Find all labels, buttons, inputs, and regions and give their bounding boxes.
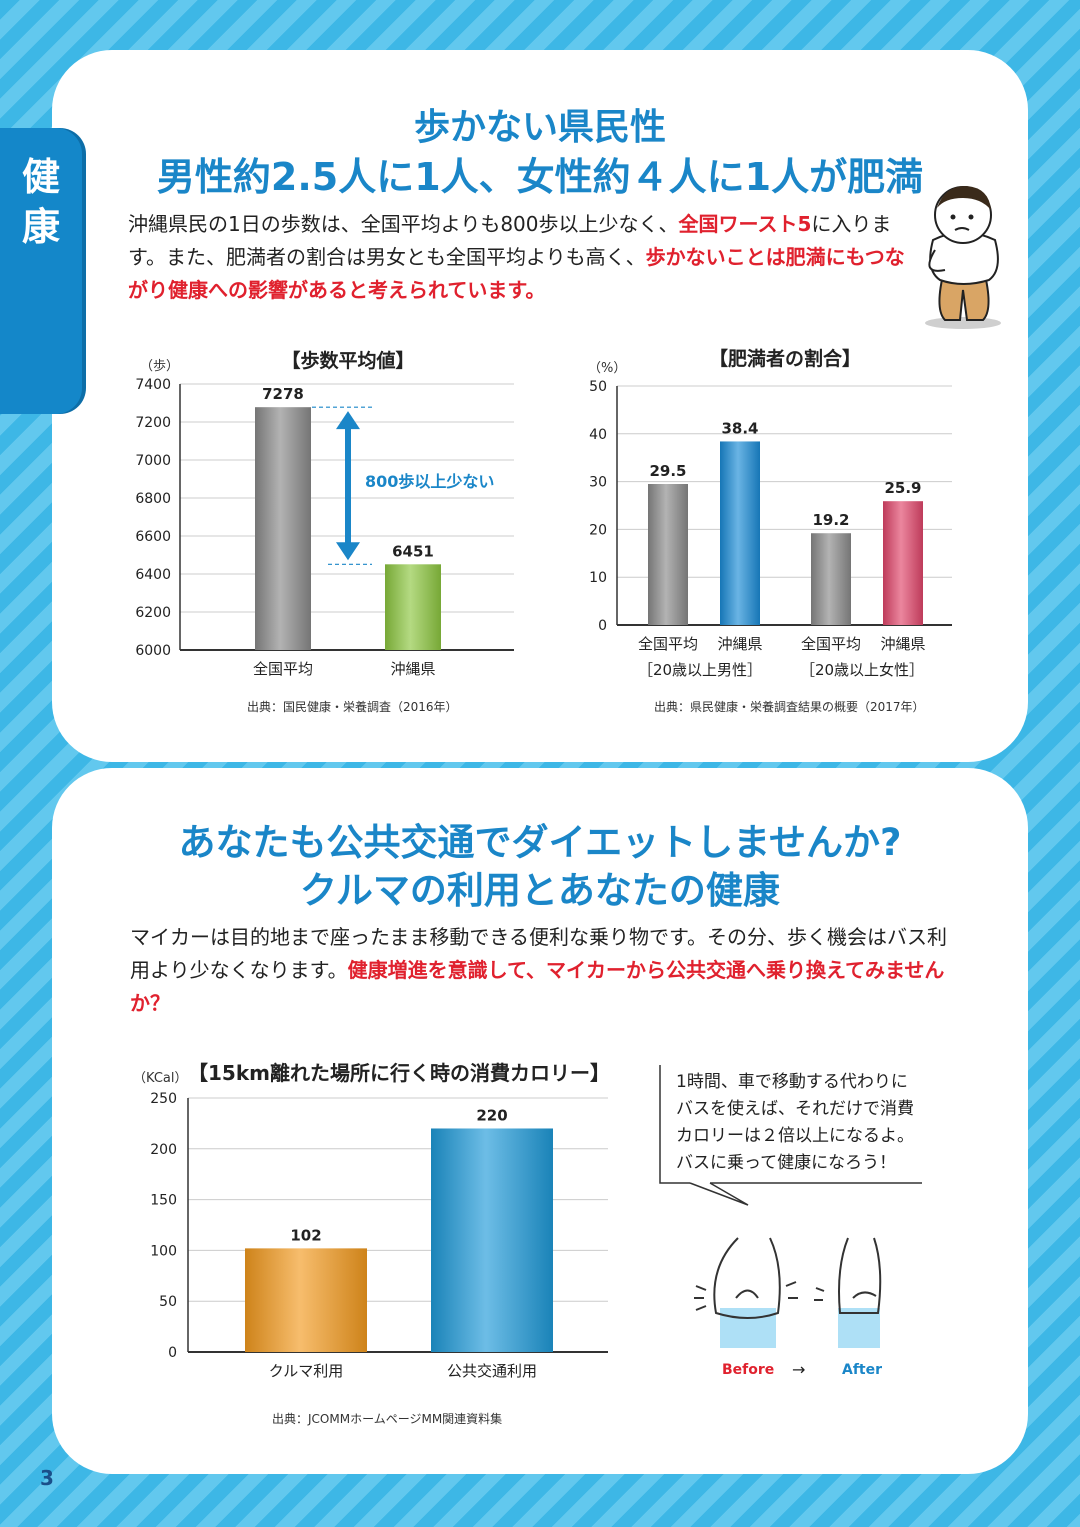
before-label: Before — [722, 1362, 775, 1378]
after-figure — [814, 1237, 882, 1348]
section2-title-line2: クルマの利用とあなたの健康 — [300, 869, 780, 912]
chart3-bar — [431, 1128, 553, 1352]
section1-paragraph: 沖縄県民の1日の歩数は、全国平均よりも800歩以上少なく、全国ワースト5に入りま… — [128, 208, 908, 307]
chart1-source: 出典：国民健康・栄養調査（2016年） — [247, 700, 458, 714]
bubble-line: 1時間、車で移動する代わりに — [676, 1072, 908, 1092]
chart1-tick-label: 6400 — [135, 567, 171, 583]
chart2-tick-label: 20 — [589, 522, 607, 538]
chart2-bar — [720, 441, 760, 625]
speech-bubble: 1時間、車で移動する代わりに バスを使えば、それだけで消費 カロリーは２倍以上に… — [659, 1065, 925, 1206]
chart1-tick-label: 7000 — [135, 453, 171, 469]
chart1-ylabel: （歩） — [140, 359, 179, 374]
side-tab-char: 健 — [21, 155, 60, 199]
chart2-ylabel: （%） — [588, 361, 626, 376]
section-panel-transport — [52, 768, 1028, 1474]
chart1-data-label: 7278 — [262, 385, 304, 403]
chart1-tick-label: 7400 — [135, 377, 171, 393]
chart2-tick-label: 30 — [589, 475, 607, 491]
chart3-tick-label: 100 — [150, 1243, 177, 1259]
chart2-group-label: ［20歳以上男性］ — [638, 661, 762, 679]
chart3-source: 出典：JCOMMホームページMM関連資料集 — [272, 1412, 503, 1426]
section2-title-line1: あなたも公共交通でダイエットしませんか? — [178, 821, 902, 864]
chart3-tick-label: 50 — [159, 1294, 177, 1310]
chart2-data-label: 29.5 — [649, 462, 686, 480]
para-highlight: 全国ワースト5 — [678, 212, 812, 236]
bubble-frame — [659, 1065, 922, 1206]
bubble-line: バスを使えば、それだけで消費 — [676, 1099, 914, 1119]
chart1-annotation: 800歩以上少ない — [365, 472, 494, 491]
chart1-title: 【歩数平均値】 — [281, 349, 414, 372]
chart3-title: 【15km離れた場所に行く時の消費カロリー】 — [188, 1061, 610, 1085]
section1-title-line2: 男性約2.5人に1人、女性約４人に1人が肥満 — [156, 155, 924, 199]
after-label: After — [842, 1362, 883, 1378]
chart3-data-label: 220 — [476, 1106, 507, 1124]
section2-paragraph: マイカーは目的地まで座ったまま移動できる便利な乗り物です。その分、歩く機会はバス… — [130, 921, 955, 1020]
chart1-diff-arrow-head — [336, 411, 360, 430]
chart3-category-label: 公共交通利用 — [447, 1362, 537, 1380]
chart3-tick-label: 200 — [150, 1142, 177, 1158]
chart2-title: 【肥満者の割合】 — [709, 347, 861, 370]
chart2-bar — [648, 483, 688, 625]
chart2-tick-label: 40 — [589, 427, 607, 443]
bubble-line: カロリーは２倍以上になるよ。 — [676, 1126, 914, 1146]
chart2-data-label: 25.9 — [884, 479, 921, 497]
para-text: マイカーは目的地まで座ったまま移動できる便利な乗り物です。その分、歩く機会はバス… — [130, 925, 947, 982]
para-text: に入ります。また、肥満者の割合は男女とも全国平均よりも高く、 — [128, 212, 892, 269]
chart1-category-label: 沖縄県 — [390, 660, 435, 678]
chart3-bar — [245, 1248, 367, 1352]
para-text: 沖縄県民の1日の歩数は、全国平均よりも800歩以上少なく、 — [128, 212, 679, 236]
section-panel-obesity — [52, 50, 1028, 762]
bubble-line: バスに乗って健康になろう！ — [676, 1153, 897, 1173]
arrow-label: → — [792, 1360, 806, 1379]
chart3-tick-label: 150 — [150, 1193, 177, 1209]
chart2-source: 出典：県民健康・栄養調査結果の概要（2017年） — [654, 700, 925, 714]
chart2-data-label: 19.2 — [812, 511, 849, 529]
chart3-category-label: クルマ利用 — [269, 1362, 344, 1380]
chart1-diff-arrow-head — [336, 542, 360, 561]
side-tab-char: 康 — [21, 205, 60, 249]
section1-title-line1: 歩かない県民性 — [413, 107, 666, 148]
chart2-tick-label: 10 — [589, 570, 607, 586]
chart1-tick-label: 7200 — [135, 415, 171, 431]
chart2-category-label: 沖縄県 — [880, 635, 925, 653]
chart2-bar — [883, 501, 923, 625]
before-after-illustration — [694, 1237, 882, 1348]
chart2-group-label: ［20歳以上女性］ — [800, 661, 924, 679]
worried-man-illustration — [925, 185, 1001, 329]
chart2-category-label: 全国平均 — [801, 635, 861, 653]
chart1-tick-label: 6600 — [135, 529, 171, 545]
chart1-category-label: 全国平均 — [253, 660, 313, 678]
para-highlight: 歩かないことは肥満にもつながり健康への影響があると考えられています。 — [128, 245, 905, 302]
chart2-category-label: 沖縄県 — [717, 635, 762, 653]
chart1-data-label: 6451 — [392, 542, 434, 560]
chart2-category-label: 全国平均 — [638, 635, 698, 653]
chart1-tick-label: 6000 — [135, 643, 171, 659]
page-number: 3 — [40, 1466, 54, 1490]
chart1-tick-label: 6800 — [135, 491, 171, 507]
chart1-tick-label: 6200 — [135, 605, 171, 621]
chart2-bar — [811, 533, 851, 625]
chart3-tick-label: 0 — [168, 1345, 177, 1361]
para-highlight: 健康増進を意識して、マイカーから公共交通へ乗り換えてみませんか？ — [130, 958, 945, 1015]
before-figure — [694, 1237, 798, 1348]
chart1-bar — [255, 407, 311, 650]
chart3-ylabel: （KCal） — [133, 1071, 187, 1086]
chart1-bar — [385, 564, 441, 650]
health-side-tab: 健 康 — [0, 128, 82, 414]
chart3-tick-label: 250 — [150, 1091, 177, 1107]
chart3-data-label: 102 — [290, 1226, 321, 1244]
chart2-tick-label: 50 — [589, 379, 607, 395]
chart2-data-label: 38.4 — [721, 419, 758, 437]
chart2-tick-label: 0 — [598, 618, 607, 634]
